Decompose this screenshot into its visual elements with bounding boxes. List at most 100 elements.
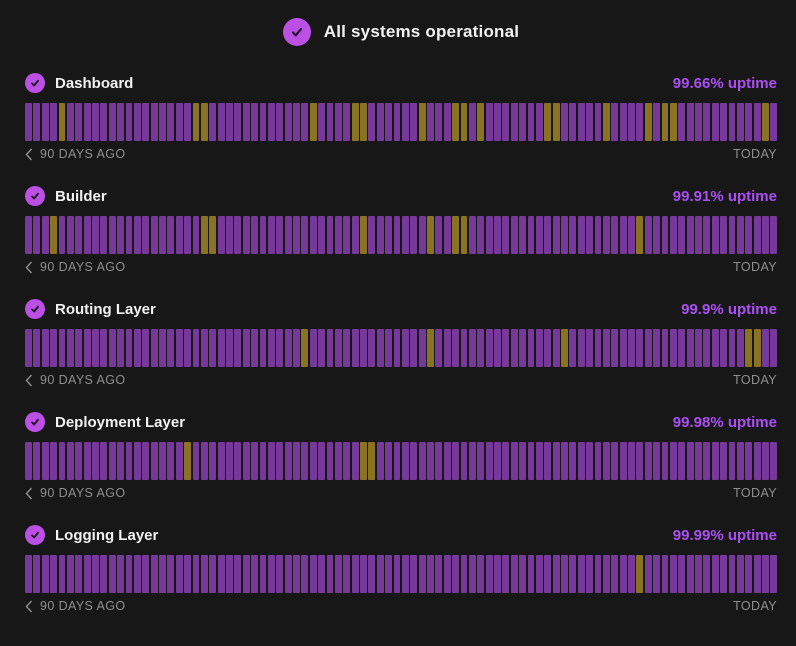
uptime-day-bar-operational[interactable]	[217, 329, 225, 367]
uptime-day-bar-operational[interactable]	[150, 555, 158, 593]
uptime-day-bar-operational[interactable]	[410, 442, 418, 480]
uptime-day-bar-operational[interactable]	[535, 329, 543, 367]
uptime-day-bar-degraded[interactable]	[762, 103, 769, 141]
uptime-day-bar-operational[interactable]	[510, 442, 518, 480]
uptime-day-bar-operational[interactable]	[569, 442, 577, 480]
uptime-day-bar-operational[interactable]	[50, 103, 57, 141]
uptime-day-bar-operational[interactable]	[770, 329, 778, 367]
uptime-day-bar-operational[interactable]	[334, 216, 342, 254]
uptime-day-bar-operational[interactable]	[167, 103, 175, 141]
uptime-day-bar-operational[interactable]	[133, 555, 141, 593]
uptime-day-bar-operational[interactable]	[284, 216, 292, 254]
uptime-day-bar-operational[interactable]	[33, 442, 41, 480]
uptime-day-bar-operational[interactable]	[628, 555, 635, 593]
uptime-day-bar-operational[interactable]	[644, 329, 652, 367]
uptime-day-bar-operational[interactable]	[435, 555, 443, 593]
uptime-day-bar-operational[interactable]	[167, 216, 175, 254]
uptime-day-bar-operational[interactable]	[25, 555, 32, 593]
uptime-day-bar-operational[interactable]	[142, 555, 150, 593]
uptime-day-bar-operational[interactable]	[695, 555, 702, 593]
uptime-day-bar-operational[interactable]	[301, 442, 309, 480]
uptime-day-bar-operational[interactable]	[318, 329, 325, 367]
uptime-day-bar-operational[interactable]	[25, 442, 32, 480]
uptime-day-bar-operational[interactable]	[485, 555, 493, 593]
uptime-day-bar-operational[interactable]	[276, 103, 284, 141]
uptime-day-bar-operational[interactable]	[452, 329, 459, 367]
uptime-day-bar-operational[interactable]	[502, 216, 510, 254]
uptime-day-bar-operational[interactable]	[284, 555, 292, 593]
uptime-day-bar-degraded[interactable]	[50, 216, 57, 254]
uptime-day-bar-operational[interactable]	[125, 442, 133, 480]
uptime-day-bar-operational[interactable]	[117, 442, 124, 480]
uptime-day-bar-operational[interactable]	[92, 216, 99, 254]
uptime-day-bar-operational[interactable]	[150, 442, 158, 480]
uptime-day-bar-operational[interactable]	[142, 216, 150, 254]
uptime-day-bar-operational[interactable]	[443, 555, 451, 593]
uptime-day-bar-operational[interactable]	[259, 103, 267, 141]
uptime-day-bar-operational[interactable]	[510, 216, 518, 254]
uptime-day-bar-operational[interactable]	[494, 103, 501, 141]
uptime-day-bar-operational[interactable]	[728, 216, 736, 254]
uptime-day-bar-operational[interactable]	[125, 216, 133, 254]
uptime-day-bar-operational[interactable]	[309, 442, 317, 480]
uptime-day-bar-operational[interactable]	[92, 103, 99, 141]
uptime-day-bar-operational[interactable]	[661, 329, 669, 367]
uptime-day-bar-operational[interactable]	[33, 329, 41, 367]
uptime-day-bar-operational[interactable]	[167, 329, 175, 367]
uptime-day-bar-operational[interactable]	[376, 216, 384, 254]
uptime-day-bar-operational[interactable]	[293, 442, 300, 480]
uptime-day-bar-operational[interactable]	[251, 555, 258, 593]
uptime-day-bar-operational[interactable]	[100, 555, 108, 593]
uptime-day-bar-operational[interactable]	[736, 103, 744, 141]
uptime-day-bar-operational[interactable]	[318, 103, 325, 141]
uptime-day-bar-operational[interactable]	[66, 555, 74, 593]
uptime-day-bar-operational[interactable]	[569, 555, 577, 593]
uptime-day-bar-operational[interactable]	[695, 442, 702, 480]
uptime-day-bar-operational[interactable]	[586, 329, 593, 367]
uptime-day-bar-operational[interactable]	[41, 329, 49, 367]
uptime-day-bar-operational[interactable]	[192, 555, 200, 593]
uptime-day-bar-operational[interactable]	[577, 442, 585, 480]
uptime-day-bar-operational[interactable]	[66, 216, 74, 254]
uptime-day-bar-operational[interactable]	[745, 555, 753, 593]
uptime-day-bar-operational[interactable]	[393, 216, 401, 254]
uptime-day-bar-operational[interactable]	[58, 442, 66, 480]
uptime-day-bar-operational[interactable]	[502, 329, 510, 367]
uptime-day-bar-operational[interactable]	[100, 442, 108, 480]
uptime-day-bar-operational[interactable]	[234, 442, 242, 480]
uptime-day-bar-operational[interactable]	[334, 329, 342, 367]
uptime-day-bar-operational[interactable]	[653, 329, 660, 367]
uptime-day-bar-operational[interactable]	[242, 103, 250, 141]
uptime-day-bar-operational[interactable]	[33, 555, 41, 593]
uptime-day-bar-operational[interactable]	[728, 329, 736, 367]
uptime-day-bar-operational[interactable]	[58, 216, 66, 254]
uptime-day-bar-operational[interactable]	[259, 329, 267, 367]
uptime-day-bar-operational[interactable]	[117, 329, 124, 367]
uptime-day-bar-operational[interactable]	[108, 103, 116, 141]
uptime-day-bar-operational[interactable]	[251, 329, 258, 367]
uptime-day-bar-degraded[interactable]	[561, 329, 568, 367]
uptime-day-bar-operational[interactable]	[234, 216, 242, 254]
uptime-day-bar-operational[interactable]	[385, 442, 392, 480]
uptime-day-bar-operational[interactable]	[544, 555, 552, 593]
uptime-day-bar-operational[interactable]	[385, 555, 392, 593]
uptime-day-bar-operational[interactable]	[577, 555, 585, 593]
uptime-day-bar-operational[interactable]	[251, 442, 258, 480]
uptime-day-bar-operational[interactable]	[628, 442, 635, 480]
uptime-day-bar-operational[interactable]	[159, 103, 166, 141]
uptime-day-bar-operational[interactable]	[418, 555, 426, 593]
uptime-day-bar-operational[interactable]	[410, 216, 418, 254]
uptime-day-bar-operational[interactable]	[644, 216, 652, 254]
uptime-day-bar-operational[interactable]	[326, 555, 334, 593]
uptime-day-bar-operational[interactable]	[544, 442, 552, 480]
uptime-day-bar-operational[interactable]	[83, 103, 91, 141]
uptime-day-bar-operational[interactable]	[602, 442, 610, 480]
uptime-day-bar-operational[interactable]	[619, 442, 627, 480]
uptime-day-bar-operational[interactable]	[720, 103, 727, 141]
uptime-day-bar-operational[interactable]	[745, 103, 753, 141]
uptime-day-bar-degraded[interactable]	[460, 216, 468, 254]
uptime-day-bar-operational[interactable]	[309, 329, 317, 367]
uptime-day-bar-operational[interactable]	[468, 103, 476, 141]
uptime-day-bar-operational[interactable]	[485, 442, 493, 480]
uptime-day-bar-operational[interactable]	[561, 216, 568, 254]
